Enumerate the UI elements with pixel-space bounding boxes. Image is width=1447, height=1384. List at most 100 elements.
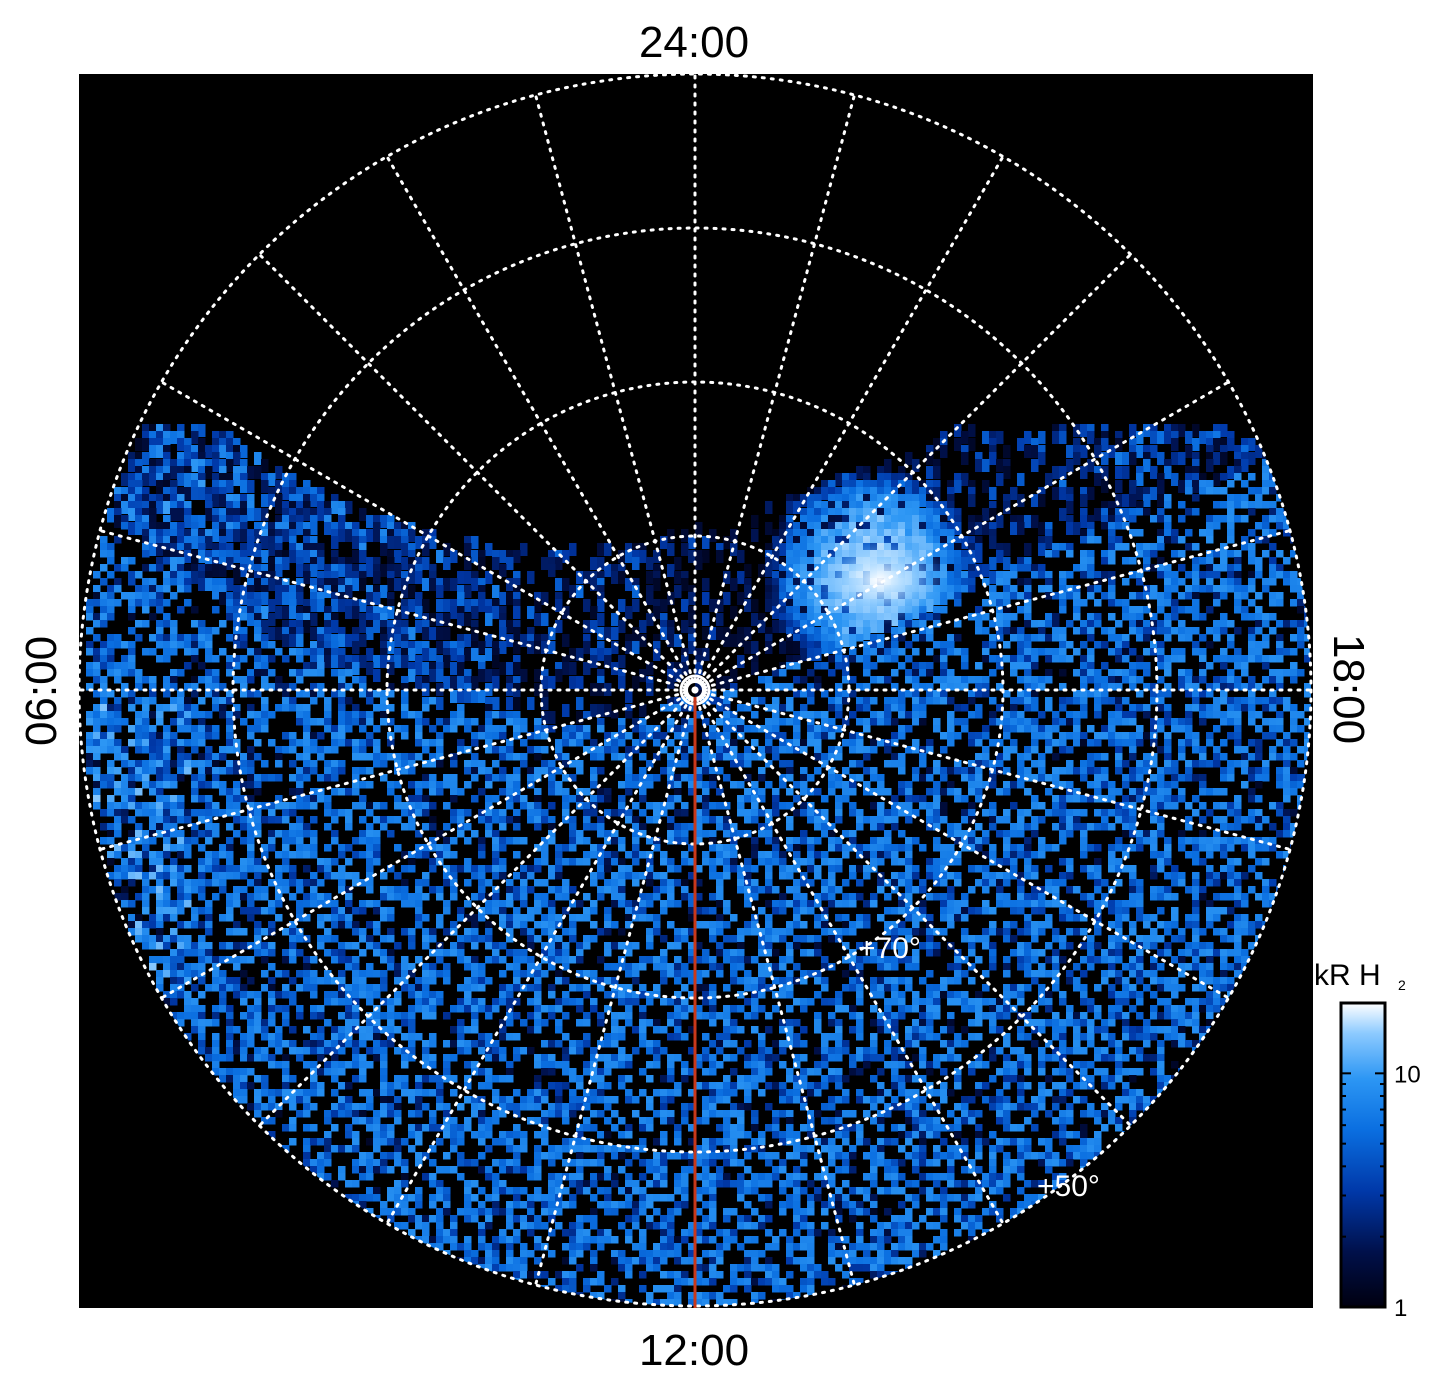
emission-cell [534,732,542,740]
emission-cell [828,669,836,677]
emission-cell [422,578,430,591]
emission-cell [1115,788,1123,796]
emission-cell [793,613,801,626]
emission-cell [100,606,108,614]
emission-cell [114,536,122,544]
emission-cell [254,662,262,670]
emission-cell [695,648,703,661]
emission-cell [1164,711,1172,719]
emission-cell [128,599,136,607]
emission-cell [429,725,437,733]
emission-cell [877,788,885,796]
emission-cell [240,459,248,472]
emission-cell [1262,501,1270,509]
emission-cell [807,711,815,719]
emission-cell [1290,704,1298,712]
emission-cell [338,725,346,733]
emission-cell [1094,774,1102,782]
emission-cell [128,592,136,600]
emission-cell [842,473,850,486]
emission-cell [121,774,129,782]
emission-cell [450,774,458,782]
emission-cell [499,753,507,761]
emission-cell [156,718,164,726]
emission-cell [1059,683,1067,691]
emission-cell [506,774,514,782]
emission-cell [1157,515,1165,523]
emission-cell [1101,697,1109,705]
emission-cell [1080,795,1088,803]
emission-cell [1234,795,1242,803]
emission-cell [975,536,983,549]
emission-cell [275,816,283,824]
emission-cell [366,809,374,817]
emission-cell [310,718,318,726]
emission-cell [555,592,563,605]
emission-cell [1171,655,1179,663]
emission-cell [814,487,822,500]
emission-cell [800,606,808,619]
emission-cell [1206,788,1214,796]
emission-cell [303,739,311,747]
emission-cell [1024,515,1032,528]
emission-cell [317,732,325,740]
emission-cell [149,816,157,824]
emission-cell [912,522,920,535]
emission-cell [289,683,297,691]
emission-cell [513,725,521,733]
emission-cell [1150,585,1158,593]
emission-cell [1101,683,1109,691]
emission-cell [373,655,381,668]
emission-cell [723,536,731,549]
emission-cell [1290,634,1298,642]
emission-cell [807,732,815,740]
emission-cell [814,767,822,775]
emission-cell [898,487,906,500]
emission-cell [247,746,255,754]
emission-cell [1283,774,1291,782]
emission-cell [478,725,486,733]
emission-cell [1213,830,1221,838]
emission-cell [135,669,143,677]
emission-cell [1059,487,1067,500]
emission-cell [828,480,836,493]
emission-cell [177,452,185,465]
emission-cell [408,809,416,817]
emission-cell [1101,774,1109,782]
emission-cell [254,571,262,584]
emission-cell [1283,746,1291,754]
emission-cell [1024,788,1032,796]
emission-cell [387,627,395,640]
emission-cell [828,697,836,705]
emission-cell [478,578,486,591]
emission-cell [821,613,829,626]
emission-cell [1059,809,1067,817]
emission-cell [142,725,150,733]
emission-cell [1073,424,1081,437]
emission-cell [919,627,927,635]
emission-cell [751,641,759,654]
emission-cell [191,445,199,458]
emission-cell [1255,613,1263,621]
emission-cell [1276,571,1284,579]
emission-cell [835,697,843,705]
emission-cell [1227,767,1235,775]
emission-cell [730,669,738,682]
emission-cell [849,508,857,521]
emission-cell [247,599,255,612]
emission-cell [1052,431,1060,444]
emission-cell [751,809,759,817]
emission-cell [219,781,227,789]
emission-cell [1157,508,1165,516]
emission-cell [1269,599,1277,607]
emission-cell [597,676,605,689]
emission-cell [940,767,948,775]
emission-cell [1122,718,1130,726]
emission-cell [695,816,703,824]
emission-cell [1073,606,1081,614]
emission-cell [877,473,885,486]
emission-cell [1220,662,1228,670]
emission-cell [1213,760,1221,768]
emission-cell [408,662,416,675]
emission-cell [1297,641,1305,649]
